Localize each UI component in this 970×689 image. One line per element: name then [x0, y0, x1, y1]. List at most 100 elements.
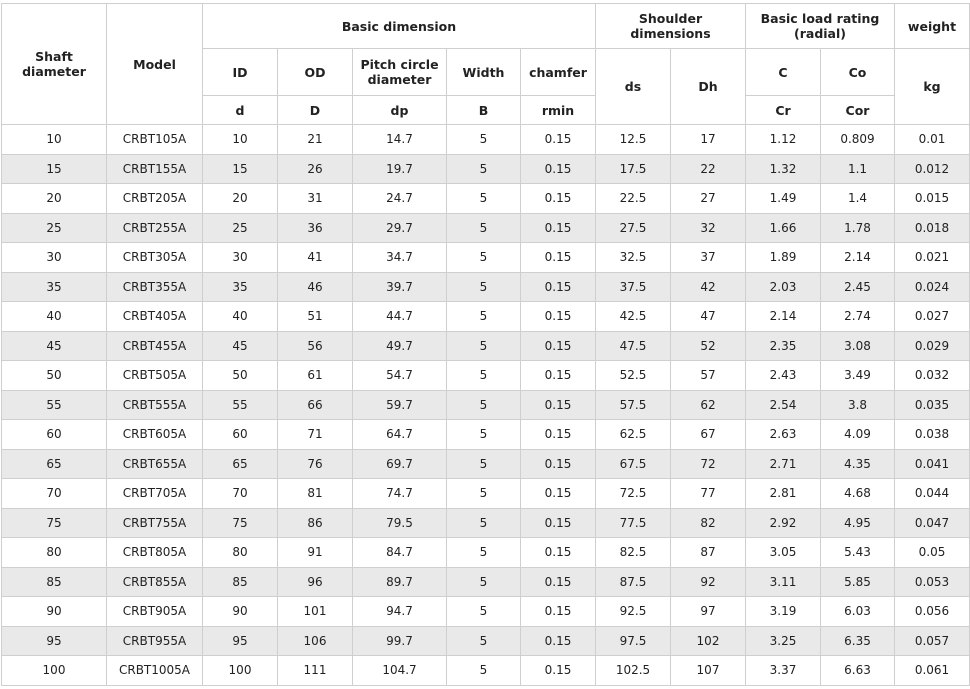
cell: 84.7	[352, 537, 447, 568]
cell: 101	[277, 596, 353, 627]
cell: 75	[202, 507, 278, 538]
header-cell: rmin	[520, 95, 596, 125]
cell: 54.7	[352, 360, 447, 391]
cell: 6.03	[820, 596, 895, 627]
cell: 96	[277, 566, 353, 597]
table-row: 85 CRBT855A 85 96 89.7 5 0.15 87.5 92 3.11 5.85 0.0…	[1, 566, 970, 597]
cell: CRBT155A	[106, 153, 203, 184]
cell: 19.7	[352, 153, 447, 184]
cell: 30	[1, 242, 107, 273]
cell: CRBT705A	[106, 478, 203, 509]
header-cell: Model	[106, 3, 203, 125]
cell: 0.15	[520, 655, 596, 686]
cell: 0.035	[894, 389, 970, 420]
cell: 5	[446, 153, 521, 184]
cell: 1.66	[745, 212, 821, 243]
cell: 34.7	[352, 242, 447, 273]
cell: 32.5	[595, 242, 671, 273]
cell: 0.053	[894, 566, 970, 597]
cell: 0.809	[820, 124, 895, 155]
cell: 2.43	[745, 360, 821, 391]
table-row: 65 CRBT655A 65 76 69.7 5 0.15 67.5 72 2.71 4.35 0.0…	[1, 448, 970, 479]
cell: 2.03	[745, 271, 821, 302]
cell: 77	[670, 478, 746, 509]
cell: 100	[202, 655, 278, 686]
cell: 15	[1, 153, 107, 184]
cell: 2.14	[745, 301, 821, 332]
cell: 0.029	[894, 330, 970, 361]
cell: 5	[446, 537, 521, 568]
cell: 37	[670, 242, 746, 273]
cell: 56	[277, 330, 353, 361]
cell: CRBT505A	[106, 360, 203, 391]
cell: 107	[670, 655, 746, 686]
spec-table: Shaft diameter Model Basic dimension Sho…	[1, 3, 970, 686]
cell: 85	[202, 566, 278, 597]
cell: 0.015	[894, 183, 970, 214]
cell: 0.056	[894, 596, 970, 627]
cell: 0.027	[894, 301, 970, 332]
cell: 0.15	[520, 330, 596, 361]
cell: 6.35	[820, 625, 895, 656]
cell: 35	[1, 271, 107, 302]
cell: 76	[277, 448, 353, 479]
cell: 89.7	[352, 566, 447, 597]
table-row: 60 CRBT605A 60 71 64.7 5 0.15 62.5 67 2.63 4.09 0.0…	[1, 419, 970, 450]
cell: 5	[446, 478, 521, 509]
cell: 5	[446, 301, 521, 332]
cell: 5	[446, 566, 521, 597]
cell: 5	[446, 448, 521, 479]
cell: 25	[1, 212, 107, 243]
cell: 5.43	[820, 537, 895, 568]
cell: 95	[202, 625, 278, 656]
cell: 62.5	[595, 419, 671, 450]
cell: 86	[277, 507, 353, 538]
cell: 5	[446, 212, 521, 243]
table-row: 15 CRBT155A 15 26 19.7 5 0.15 17.5 22 1.32 1.1 0.01…	[1, 153, 970, 184]
table-row: 20 CRBT205A 20 31 24.7 5 0.15 22.5 27 1.49 1.4 0.01…	[1, 183, 970, 214]
cell: 0.15	[520, 153, 596, 184]
cell: 0.038	[894, 419, 970, 450]
cell: 3.11	[745, 566, 821, 597]
cell: 40	[1, 301, 107, 332]
cell: 52	[670, 330, 746, 361]
cell: 3.08	[820, 330, 895, 361]
cell: 5	[446, 389, 521, 420]
cell: 1.1	[820, 153, 895, 184]
cell: 0.15	[520, 242, 596, 273]
table-row: 55 CRBT555A 55 66 59.7 5 0.15 57.5 62 2.54 3.8 0.03…	[1, 389, 970, 420]
cell: 21	[277, 124, 353, 155]
cell: 5	[446, 183, 521, 214]
cell: 70	[202, 478, 278, 509]
cell: 3.49	[820, 360, 895, 391]
cell: 99.7	[352, 625, 447, 656]
table-row: 100 CRBT1005A 100 111 104.7 5 0.15 102.5 107 3.37…	[1, 655, 970, 686]
cell: 40	[202, 301, 278, 332]
cell: 0.15	[520, 301, 596, 332]
cell: 0.15	[520, 596, 596, 627]
header-cell: Co	[820, 48, 895, 96]
cell: 49.7	[352, 330, 447, 361]
table-row: 75 CRBT755A 75 86 79.5 5 0.15 77.5 82 2.92 4.95 0.0…	[1, 507, 970, 538]
table-row: 90 CRBT905A 90 101 94.7 5 0.15 92.5 97 3.19 6.03 0.…	[1, 596, 970, 627]
cell: 57.5	[595, 389, 671, 420]
cell: 67.5	[595, 448, 671, 479]
header-cell: d	[202, 95, 278, 125]
cell: 0.15	[520, 478, 596, 509]
cell: 3.37	[745, 655, 821, 686]
cell: 5.85	[820, 566, 895, 597]
cell: 2.92	[745, 507, 821, 538]
cell: 77.5	[595, 507, 671, 538]
header-cell: Cor	[820, 95, 895, 125]
cell: 55	[1, 389, 107, 420]
cell: 5	[446, 625, 521, 656]
cell: 72	[670, 448, 746, 479]
cell: 5	[446, 507, 521, 538]
cell: 3.25	[745, 625, 821, 656]
cell: 5	[446, 419, 521, 450]
cell: 0.018	[894, 212, 970, 243]
table-row: 25 CRBT255A 25 36 29.7 5 0.15 27.5 32 1.66 1.78 0.0…	[1, 212, 970, 243]
cell: 1.4	[820, 183, 895, 214]
cell: CRBT555A	[106, 389, 203, 420]
